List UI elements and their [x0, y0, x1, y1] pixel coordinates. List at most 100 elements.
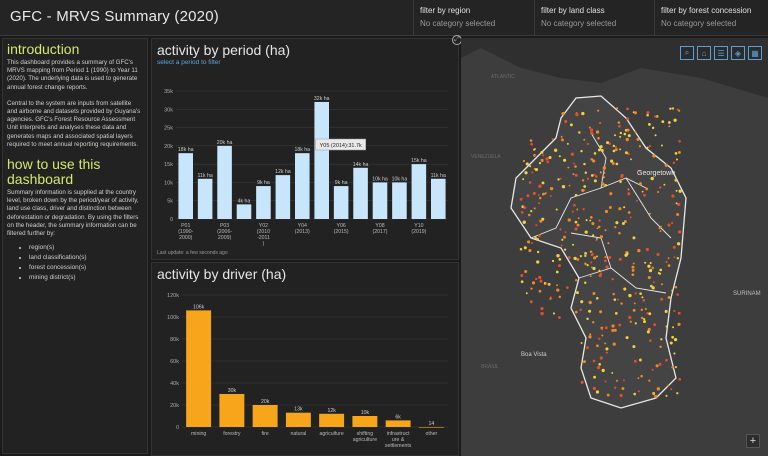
- activity-point: [577, 217, 580, 220]
- bar[interactable]: [319, 413, 345, 427]
- activity-point: [556, 284, 558, 287]
- activity-point: [602, 166, 606, 170]
- bar[interactable]: [352, 416, 378, 427]
- activity-point: [605, 265, 609, 269]
- activity-point: [671, 289, 674, 292]
- bar[interactable]: [333, 186, 349, 219]
- activity-point: [588, 126, 591, 129]
- bar[interactable]: [411, 164, 427, 219]
- bar[interactable]: [219, 394, 245, 427]
- activity-point: [544, 192, 547, 195]
- activity-point: [538, 275, 542, 280]
- filter-land-class-value[interactable]: No category selected: [541, 19, 617, 28]
- x-tick-label: settlements: [385, 443, 412, 449]
- activity-point: [519, 197, 523, 201]
- map-toolbar: ⌕ ⌂ ☰ ◈ ▦: [680, 46, 762, 60]
- activity-point: [640, 374, 643, 378]
- activity-point: [677, 311, 681, 315]
- basemap-icon[interactable]: ◈: [731, 46, 745, 60]
- zoom-in-button[interactable]: +: [746, 434, 760, 448]
- activity-point: [567, 166, 570, 169]
- bar[interactable]: [275, 175, 291, 219]
- filter-region-value[interactable]: No category selected: [420, 19, 496, 28]
- activity-point: [625, 336, 629, 340]
- activity-point: [599, 356, 603, 360]
- activity-point: [573, 203, 576, 207]
- bar[interactable]: [385, 420, 411, 427]
- activity-point: [588, 335, 592, 339]
- activity-point: [567, 256, 571, 259]
- activity-point: [614, 226, 617, 229]
- bar[interactable]: [178, 153, 193, 219]
- activity-point: [603, 259, 607, 263]
- list-icon[interactable]: ▦: [748, 46, 762, 60]
- activity-point: [539, 279, 543, 283]
- bar[interactable]: [431, 178, 446, 219]
- activity-point: [547, 282, 551, 286]
- activity-point: [676, 213, 680, 216]
- activity-point: [597, 148, 601, 152]
- driver-chart[interactable]: 0 20k 40k 60k 80k 100k 120k 106k mining 30k forest…: [152, 287, 458, 455]
- bar[interactable]: [372, 182, 388, 219]
- activity-point: [590, 266, 593, 269]
- activity-point: [520, 210, 524, 214]
- activity-point: [611, 324, 615, 328]
- bar[interactable]: [197, 178, 213, 219]
- activity-point: [599, 171, 602, 174]
- filter-forest-concession-value[interactable]: No category selected: [661, 19, 737, 28]
- driver-chart-title: activity by driver (ha): [157, 266, 287, 282]
- activity-point: [671, 335, 675, 339]
- bar[interactable]: [314, 101, 329, 219]
- activity-point: [628, 293, 632, 298]
- list-item: forest concession(s): [29, 263, 143, 273]
- period-filter-link[interactable]: select a period to filter: [157, 59, 221, 66]
- activity-point: [558, 295, 561, 299]
- list-item: land classification(s): [29, 253, 143, 263]
- x-tick-label: fire: [262, 431, 269, 437]
- activity-point: [561, 111, 565, 116]
- activity-point: [604, 209, 609, 213]
- filter-region[interactable]: filter by region No category selected: [413, 0, 535, 36]
- activity-point: [597, 225, 601, 229]
- bar[interactable]: [285, 412, 311, 427]
- filter-forest-concession[interactable]: filter by forest concession No category …: [654, 0, 768, 36]
- activity-point: [651, 286, 655, 290]
- filter-land-class[interactable]: filter by land class No category selecte…: [534, 0, 654, 36]
- search-icon[interactable]: ⌕: [680, 46, 694, 60]
- activity-point: [580, 300, 584, 304]
- bar[interactable]: [236, 204, 252, 219]
- map-canvas[interactable]: Georgetown Boa Vista SURINAM VENEZUELA B…: [461, 38, 768, 456]
- bar[interactable]: [392, 182, 407, 219]
- activity-point: [604, 342, 607, 345]
- activity-point: [633, 111, 637, 115]
- activity-point: [531, 171, 534, 174]
- activity-point: [634, 292, 637, 295]
- bar[interactable]: [256, 186, 271, 219]
- y-tick-label: 30k: [164, 107, 173, 113]
- bar[interactable]: [186, 310, 212, 427]
- activity-point: [618, 124, 621, 128]
- activity-point: [584, 251, 587, 255]
- activity-point: [647, 327, 651, 331]
- bar[interactable]: [353, 167, 368, 219]
- home-icon[interactable]: ⌂: [697, 46, 711, 60]
- activity-point: [524, 171, 528, 175]
- activity-point: [538, 196, 542, 200]
- activity-point: [581, 188, 585, 192]
- activity-point: [672, 161, 676, 165]
- map-view[interactable]: Georgetown Boa Vista SURINAM VENEZUELA B…: [461, 38, 768, 456]
- period-chart[interactable]: 0 5k 10k 15k 20k 25k 30k 35k 18k ha P01(1990-2000…: [152, 69, 458, 259]
- bar[interactable]: [295, 153, 310, 219]
- bar[interactable]: [217, 145, 232, 219]
- activity-point: [648, 145, 652, 148]
- driver-chart-panel: activity by driver (ha) 0 20k 40k 60k 80k 100…: [151, 262, 459, 456]
- activity-point: [557, 316, 561, 319]
- layers-icon[interactable]: ☰: [714, 46, 728, 60]
- activity-point: [574, 227, 578, 231]
- bar[interactable]: [418, 426, 444, 428]
- data-label: 18k ha: [178, 147, 194, 153]
- activity-point: [651, 126, 655, 130]
- activity-point: [572, 173, 575, 176]
- bar[interactable]: [252, 405, 278, 427]
- intro-paragraph-1: This dashboard provides a summary of GFC…: [7, 59, 138, 91]
